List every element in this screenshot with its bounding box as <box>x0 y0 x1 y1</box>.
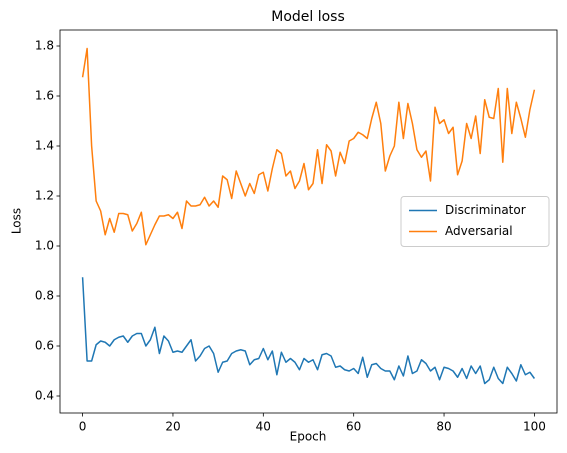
data-line <box>81 47 536 246</box>
y-tick-label: 1.8 <box>35 39 54 53</box>
chart-title: Model loss <box>271 9 345 25</box>
legend-label: Adversarial <box>445 224 513 238</box>
x-tick-label: 20 <box>165 420 180 434</box>
x-axis-label: Epoch <box>290 430 327 444</box>
y-tick-label: 1.2 <box>35 189 54 203</box>
y-tick-label: 0.4 <box>35 389 54 403</box>
legend-label: Discriminator <box>445 203 526 217</box>
data-line <box>81 277 536 385</box>
y-tick-label: 1.0 <box>35 239 54 253</box>
x-tick-label: 60 <box>346 420 361 434</box>
y-axis-label: Loss <box>10 208 24 234</box>
y-tick-label: 0.8 <box>35 289 54 303</box>
y-tick-label: 0.6 <box>35 339 54 353</box>
x-tick-label: 0 <box>79 420 87 434</box>
x-tick-label: 100 <box>523 420 546 434</box>
axes-frame <box>59 29 558 414</box>
y-tick-label: 1.6 <box>35 89 54 103</box>
y-tick-label: 1.4 <box>35 139 54 153</box>
x-tick-label: 40 <box>256 420 271 434</box>
legend-box <box>400 196 550 247</box>
x-tick-label: 80 <box>436 420 451 434</box>
